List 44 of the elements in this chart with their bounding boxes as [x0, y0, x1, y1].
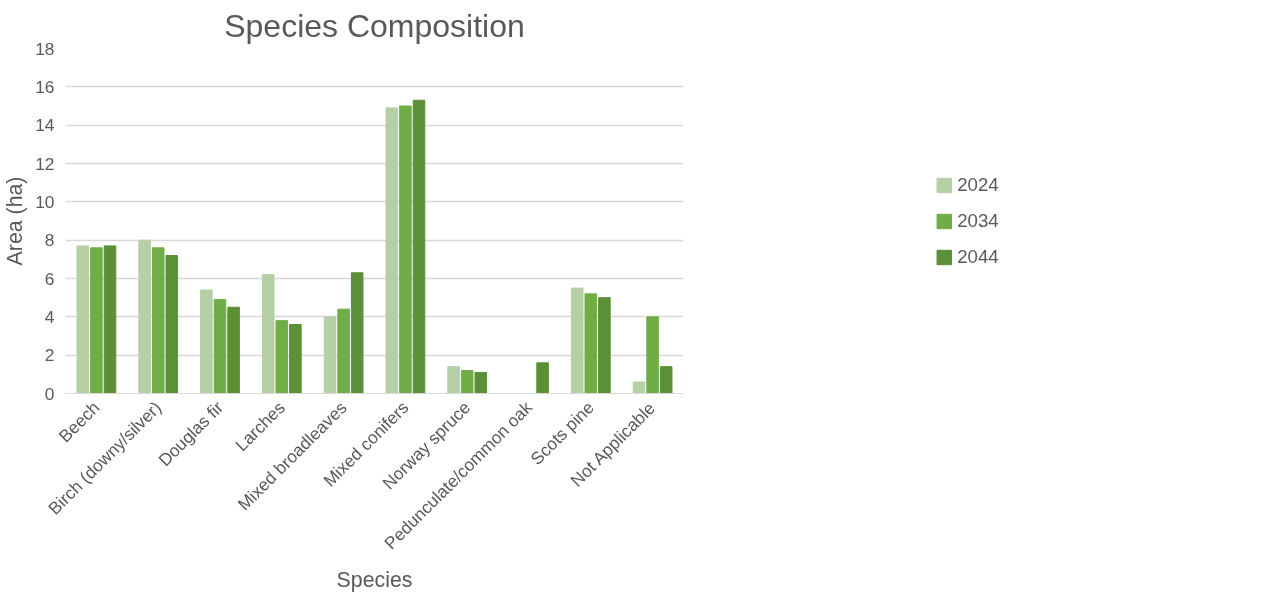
bar [399, 105, 412, 394]
y-tick-label: 18 [35, 38, 55, 59]
bar [632, 381, 646, 394]
bar [385, 107, 399, 394]
bar [275, 320, 289, 394]
bar [598, 297, 611, 394]
legend-label: 2044 [957, 245, 999, 268]
bar [261, 274, 275, 394]
y-tick-label: 12 [35, 153, 55, 174]
bar [412, 99, 426, 394]
bar [165, 255, 179, 394]
bar [474, 371, 488, 394]
y-tick-label: 0 [44, 383, 55, 404]
bar [151, 247, 165, 394]
legend-label: 2034 [957, 209, 999, 232]
legend-label: 2024 [957, 173, 999, 196]
y-tick-label: 4 [44, 306, 55, 327]
bar [337, 308, 350, 394]
y-tick-label: 14 [35, 115, 55, 136]
bar [646, 316, 659, 394]
bar [289, 324, 302, 394]
x-axis-title: Species [336, 568, 413, 593]
bar [323, 316, 337, 394]
y-tick-label: 8 [44, 230, 55, 251]
bar [213, 299, 227, 394]
bar [200, 289, 213, 394]
bar [90, 247, 103, 394]
chart-title: Species Composition [224, 7, 525, 44]
bar [570, 287, 584, 394]
y-tick-label: 2 [44, 345, 55, 366]
y-tick-label: 16 [35, 76, 55, 97]
bar [659, 366, 673, 394]
y-axis-title: Area (ha) [3, 176, 28, 266]
bar [536, 362, 549, 394]
bar [350, 272, 364, 394]
bar [584, 293, 598, 394]
bar [227, 306, 240, 394]
bar [103, 245, 117, 394]
bar [76, 245, 90, 394]
bar [460, 370, 474, 394]
y-tick-label: 6 [44, 268, 55, 289]
bar [447, 366, 460, 394]
bar [138, 239, 151, 394]
y-tick-label: 10 [35, 191, 55, 212]
